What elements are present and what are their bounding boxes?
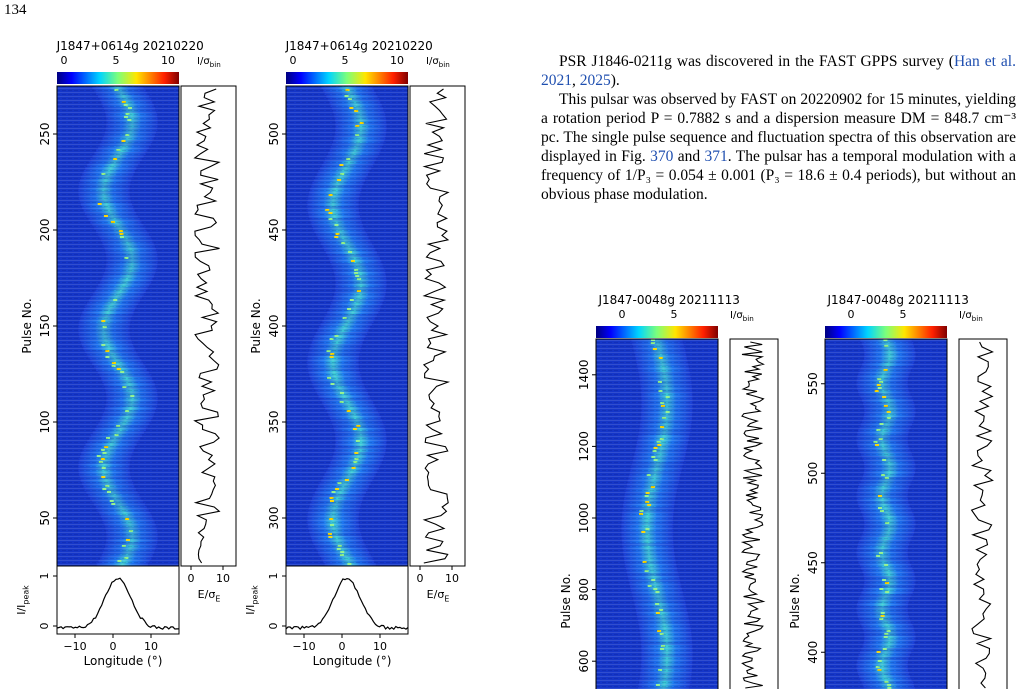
pulse-axis-label: Pulse No. [559, 573, 573, 628]
profile-axis-label: I/Ipeak [244, 585, 259, 615]
energy-tick: 10 [445, 572, 459, 585]
waterfall-noise [57, 86, 179, 566]
figure-title: J1847+0614g 20210220 [56, 39, 204, 53]
longitude-tick: 10 [373, 640, 387, 653]
colorbar [825, 326, 947, 338]
figure-link[interactable]: 370 [650, 148, 674, 165]
energy-frame [180, 85, 237, 567]
pulse-tick-label: 200 [38, 219, 52, 242]
pulse-tick-label: 1200 [577, 431, 591, 462]
colorbar [57, 72, 179, 84]
text-run: and [673, 148, 705, 165]
text-run: PSR J1846-0211g was discovered in the FA… [559, 53, 954, 70]
text-run: . The pulsar has a temporal modulation w… [541, 148, 1016, 203]
energy-axis-label: E/σE [427, 588, 450, 603]
energy-trace [422, 88, 451, 564]
pulse-tick-label: 150 [38, 315, 52, 338]
colorbar-tick: 5 [342, 54, 349, 67]
colorbar-tick: 0 [619, 308, 626, 321]
colorbar-tick: 0 [61, 54, 68, 67]
pulse-tick-label: 1400 [577, 360, 591, 391]
longitude-tick: 0 [110, 640, 117, 653]
energy-frame [729, 338, 779, 689]
energy-tick: 10 [216, 572, 230, 585]
profile-tick: 1 [38, 573, 51, 580]
paragraph-discovery: PSR J1846-0211g was discovered in the FA… [541, 52, 1016, 90]
colorbar [286, 72, 408, 84]
waterfall-noise [825, 339, 947, 689]
waterfall-noise [286, 86, 408, 566]
pulse-tick-label: 800 [577, 578, 591, 601]
energy-trace [193, 88, 221, 564]
text-run: This pulsar was observed by FAST on 2022… [541, 91, 1016, 165]
colorbar [596, 326, 718, 338]
figure-title: J1847-0048g 20211113 [826, 293, 968, 307]
pulse-tick-label: 250 [38, 123, 52, 146]
profile-frame [56, 565, 180, 635]
citation-link[interactable]: 2025 [579, 72, 611, 89]
pulse-axis-label: Pulse No. [20, 298, 34, 353]
pulse-tick-label: 400 [267, 315, 281, 338]
colorbar-unit: I/σbin [426, 56, 450, 69]
pulse-tick-label: 100 [38, 411, 52, 434]
figure-title: J1847+0614g 20210220 [285, 39, 433, 53]
figure-title: J1847-0048g 20211113 [597, 293, 739, 307]
colorbar-tick: 5 [113, 54, 120, 67]
pulse-tick-label: 350 [267, 411, 281, 434]
colorbar-tick: 0 [290, 54, 297, 67]
energy-tick: 0 [417, 572, 424, 585]
pulse-tick-label: 500 [806, 462, 820, 485]
pulse-tick-label: 500 [267, 123, 281, 146]
longitude-axis-label: Longitude (°) [313, 654, 392, 668]
pulse-tick-label: 1000 [577, 503, 591, 534]
colorbar-tick: 10 [390, 54, 404, 67]
pulse-axis-label: Pulse No. [249, 298, 263, 353]
energy-axis-label: E/σE [198, 588, 221, 603]
longitude-tick: 10 [144, 640, 158, 653]
energy-trace [970, 341, 994, 689]
profile-tick: 0 [267, 623, 280, 630]
longitude-tick: 0 [339, 640, 346, 653]
colorbar-tick: 0 [848, 308, 855, 321]
longitude-tick: −10 [292, 640, 315, 653]
colorbar-unit: I/σbin [197, 56, 221, 69]
energy-tick: 0 [188, 572, 195, 585]
colorbar-unit: I/σbin [959, 310, 983, 323]
energy-frame [958, 338, 1008, 689]
longitude-tick: −10 [63, 640, 86, 653]
colorbar-unit: I/σbin [730, 310, 754, 323]
profile-frame [285, 565, 409, 635]
paragraph-observation: This pulsar was observed by FAST on 2022… [541, 90, 1016, 204]
text-run: , [572, 72, 580, 89]
page-number: 134 [4, 2, 27, 18]
colorbar-tick: 10 [161, 54, 175, 67]
waterfall-frame [824, 338, 948, 689]
colorbar-tick: 5 [900, 308, 907, 321]
pulse-tick-label: 550 [806, 372, 820, 395]
pulse-tick-label: 400 [806, 641, 820, 664]
citation-link[interactable]: Han et al. 2021 [541, 53, 1016, 89]
profile-axis-label: I/Ipeak [15, 585, 30, 615]
text-run: ). [610, 72, 620, 89]
pulse-tick-label: 50 [38, 510, 52, 525]
profile-tick: 0 [38, 623, 51, 630]
colorbar-tick: 5 [671, 308, 678, 321]
profile-tick: 1 [267, 573, 280, 580]
pulse-tick-label: 450 [806, 551, 820, 574]
figure-link[interactable]: 371 [704, 148, 728, 165]
body-text: PSR J1846-0211g was discovered in the FA… [541, 52, 1016, 204]
waterfall-noise [596, 339, 718, 689]
profile-trace [56, 577, 179, 630]
pulse-tick-label: 600 [577, 650, 591, 673]
pulse-tick-label: 450 [267, 219, 281, 242]
pulse-axis-label: Pulse No. [788, 573, 802, 628]
waterfall-frame [595, 338, 719, 689]
pulse-tick-label: 300 [267, 507, 281, 530]
profile-trace [285, 577, 409, 631]
energy-trace [740, 341, 766, 689]
longitude-axis-label: Longitude (°) [84, 654, 163, 668]
